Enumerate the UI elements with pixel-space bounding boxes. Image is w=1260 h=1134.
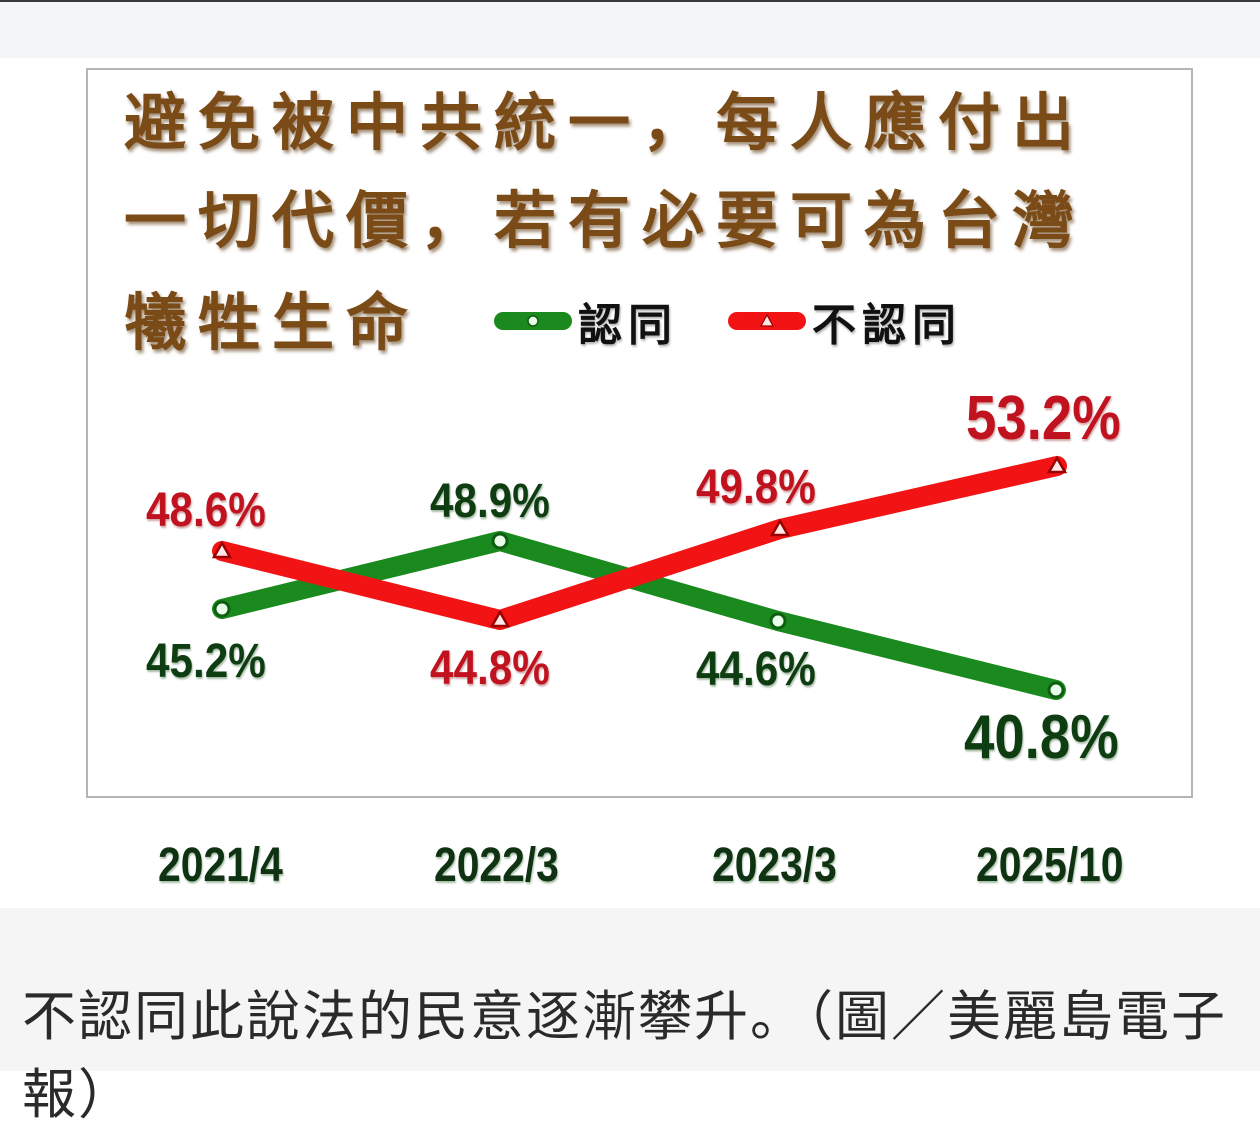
chart-title-line-3: 犧牲生命 [124, 286, 421, 359]
label-agree-2021-4: 45.2% [146, 635, 266, 688]
series-disagree-line [212, 456, 1067, 630]
x-tick-2025-10: 2025/10 [976, 839, 1124, 892]
disagree-markers [211, 455, 1068, 628]
label-disagree-2021-4: 48.6% [146, 484, 266, 537]
line-plot [211, 455, 1068, 700]
label-disagree-2025-10: 53.2% [966, 384, 1121, 453]
legend-circle-marker-icon [494, 312, 572, 330]
legend-disagree: 不認同 [728, 295, 962, 351]
chart-title-line-1: 避免被中共統一，每人應付出 [124, 86, 1087, 159]
x-tick-2022-3: 2022/3 [434, 839, 559, 892]
legend-label-disagree: 不認同 [812, 300, 962, 351]
label-disagree-2022-3: 44.8% [430, 642, 550, 695]
label-agree-2025-10: 40.8% [964, 703, 1119, 772]
label-disagree-2023-3: 49.8% [696, 461, 816, 514]
x-tick-2021-4: 2021/4 [158, 839, 283, 892]
legend-agree: 認同 [494, 295, 678, 351]
label-agree-2023-3: 44.6% [696, 643, 816, 696]
x-tick-2023-3: 2023/3 [712, 839, 837, 892]
series-agree-line [212, 531, 1066, 700]
agree-markers [213, 532, 1065, 699]
caption-area: 不認同此說法的民意逐漸攀升。（圖／美麗島電子報） [0, 908, 1260, 1126]
legend-triangle-marker-icon [728, 312, 806, 330]
top-bar [0, 0, 1260, 58]
chart-title-line-2: 一切代價，若有必要可為台灣 [124, 184, 1087, 257]
legend-label-agree: 認同 [578, 300, 678, 351]
label-agree-2022-3: 48.9% [430, 475, 550, 528]
image-caption: 不認同此說法的民意逐漸攀升。（圖／美麗島電子報） [22, 985, 1227, 1126]
